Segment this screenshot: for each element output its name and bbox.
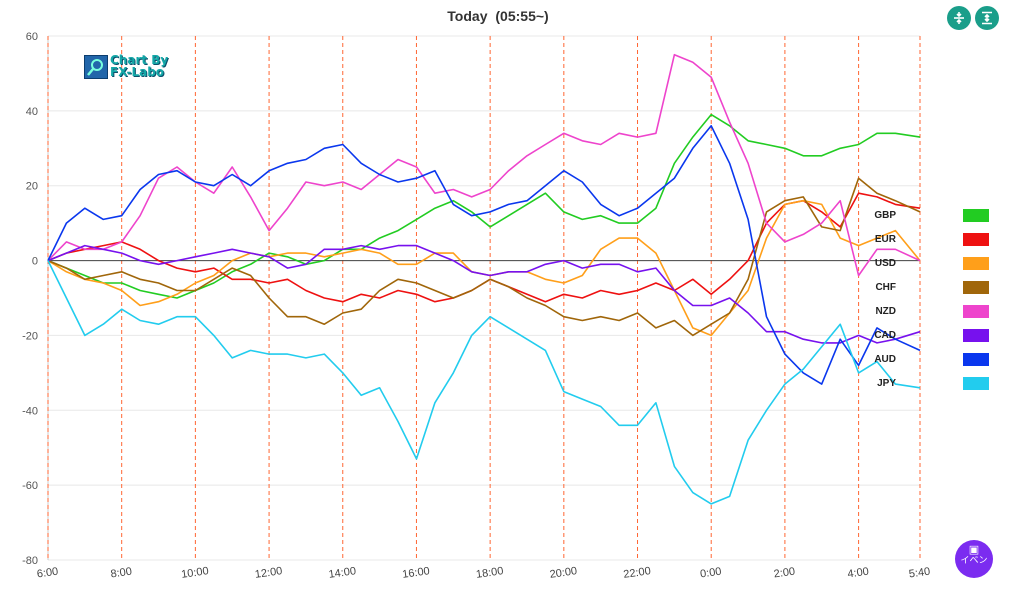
expand-vertical-icon <box>982 11 992 25</box>
x-tick-label: 16:00 <box>402 565 431 581</box>
logo-line1: Chart By <box>110 53 169 67</box>
logo-magnifier-icon <box>84 55 108 79</box>
y-axis-ticks: 60 40 20 0 -20 -40 -60 -80 <box>22 31 38 567</box>
x-tick-label: 8:00 <box>110 566 133 581</box>
series-line-jpy <box>47 260 921 505</box>
x-tick-label: 14:00 <box>328 565 357 581</box>
series-line-aud <box>47 125 921 385</box>
legend-label: CHF <box>875 282 896 293</box>
expand-vertical-button[interactable] <box>975 6 999 30</box>
legend-swatch <box>963 377 989 390</box>
calendar-icon: ▣ <box>968 544 980 556</box>
event-button[interactable]: ▣ イベン <box>955 540 993 578</box>
x-tick-label: 22:00 <box>623 565 652 581</box>
logo-line2: FX-Labo <box>110 65 165 79</box>
x-tick-label: 12:00 <box>254 565 283 581</box>
x-tick-label: 0:00 <box>699 566 722 581</box>
legend-label: AUD <box>874 354 896 365</box>
chart-title-time: (05:55~) <box>495 8 549 24</box>
x-tick-label: 10:00 <box>180 565 209 581</box>
legend-swatch <box>963 305 989 318</box>
x-tick-label: 2:00 <box>773 566 796 581</box>
series-line-cad <box>47 244 921 344</box>
y-tick-label: -20 <box>22 330 38 342</box>
legend-label: JPY <box>877 378 896 389</box>
x-tick-label: 4:00 <box>847 566 870 581</box>
collapse-vertical-button[interactable] <box>947 6 971 30</box>
y-tick-label: -40 <box>22 405 38 417</box>
x-tick-label: 5:40 <box>908 566 931 581</box>
y-tick-label: 60 <box>26 31 38 43</box>
series-line-gbp <box>47 113 921 299</box>
legend-label: CAD <box>874 330 896 341</box>
logo-text: Chart By FX-Labo <box>110 54 168 78</box>
event-button-label: イベン <box>960 555 988 565</box>
legend-swatch <box>963 209 989 222</box>
y-tick-label: 20 <box>26 181 38 193</box>
series-layer <box>47 53 921 505</box>
x-tick-label: 18:00 <box>475 565 504 581</box>
series-line-nzd <box>47 53 921 277</box>
legend-swatch <box>963 233 989 246</box>
x-tick-label: 6:00 <box>36 566 59 581</box>
legend-label: EUR <box>874 234 896 245</box>
x-axis-ticks: 6:00 8:00 10:00 12:00 14:00 16:00 18:00 20:00 22… <box>36 565 931 581</box>
chart-title-label: Today <box>447 8 488 24</box>
y-tick-label: 0 <box>32 256 38 268</box>
series-line-eur <box>47 192 921 303</box>
y-tick-label: -80 <box>22 555 38 567</box>
chart-title: Today (05:55~) <box>0 8 1000 24</box>
y-tick-label: 40 <box>26 106 38 118</box>
series-line-chf <box>47 177 921 337</box>
legend-label: USD <box>874 258 896 269</box>
legend-swatch <box>963 257 989 270</box>
y-tick-label: -60 <box>22 480 38 492</box>
legend-swatch <box>963 329 989 342</box>
legend-swatch <box>963 281 989 294</box>
legend-label: NZD <box>875 306 896 317</box>
legend-label: GBP <box>874 210 896 221</box>
x-tick-label: 20:00 <box>549 565 578 581</box>
legend-swatch <box>963 353 989 366</box>
collapse-vertical-icon <box>954 12 964 24</box>
